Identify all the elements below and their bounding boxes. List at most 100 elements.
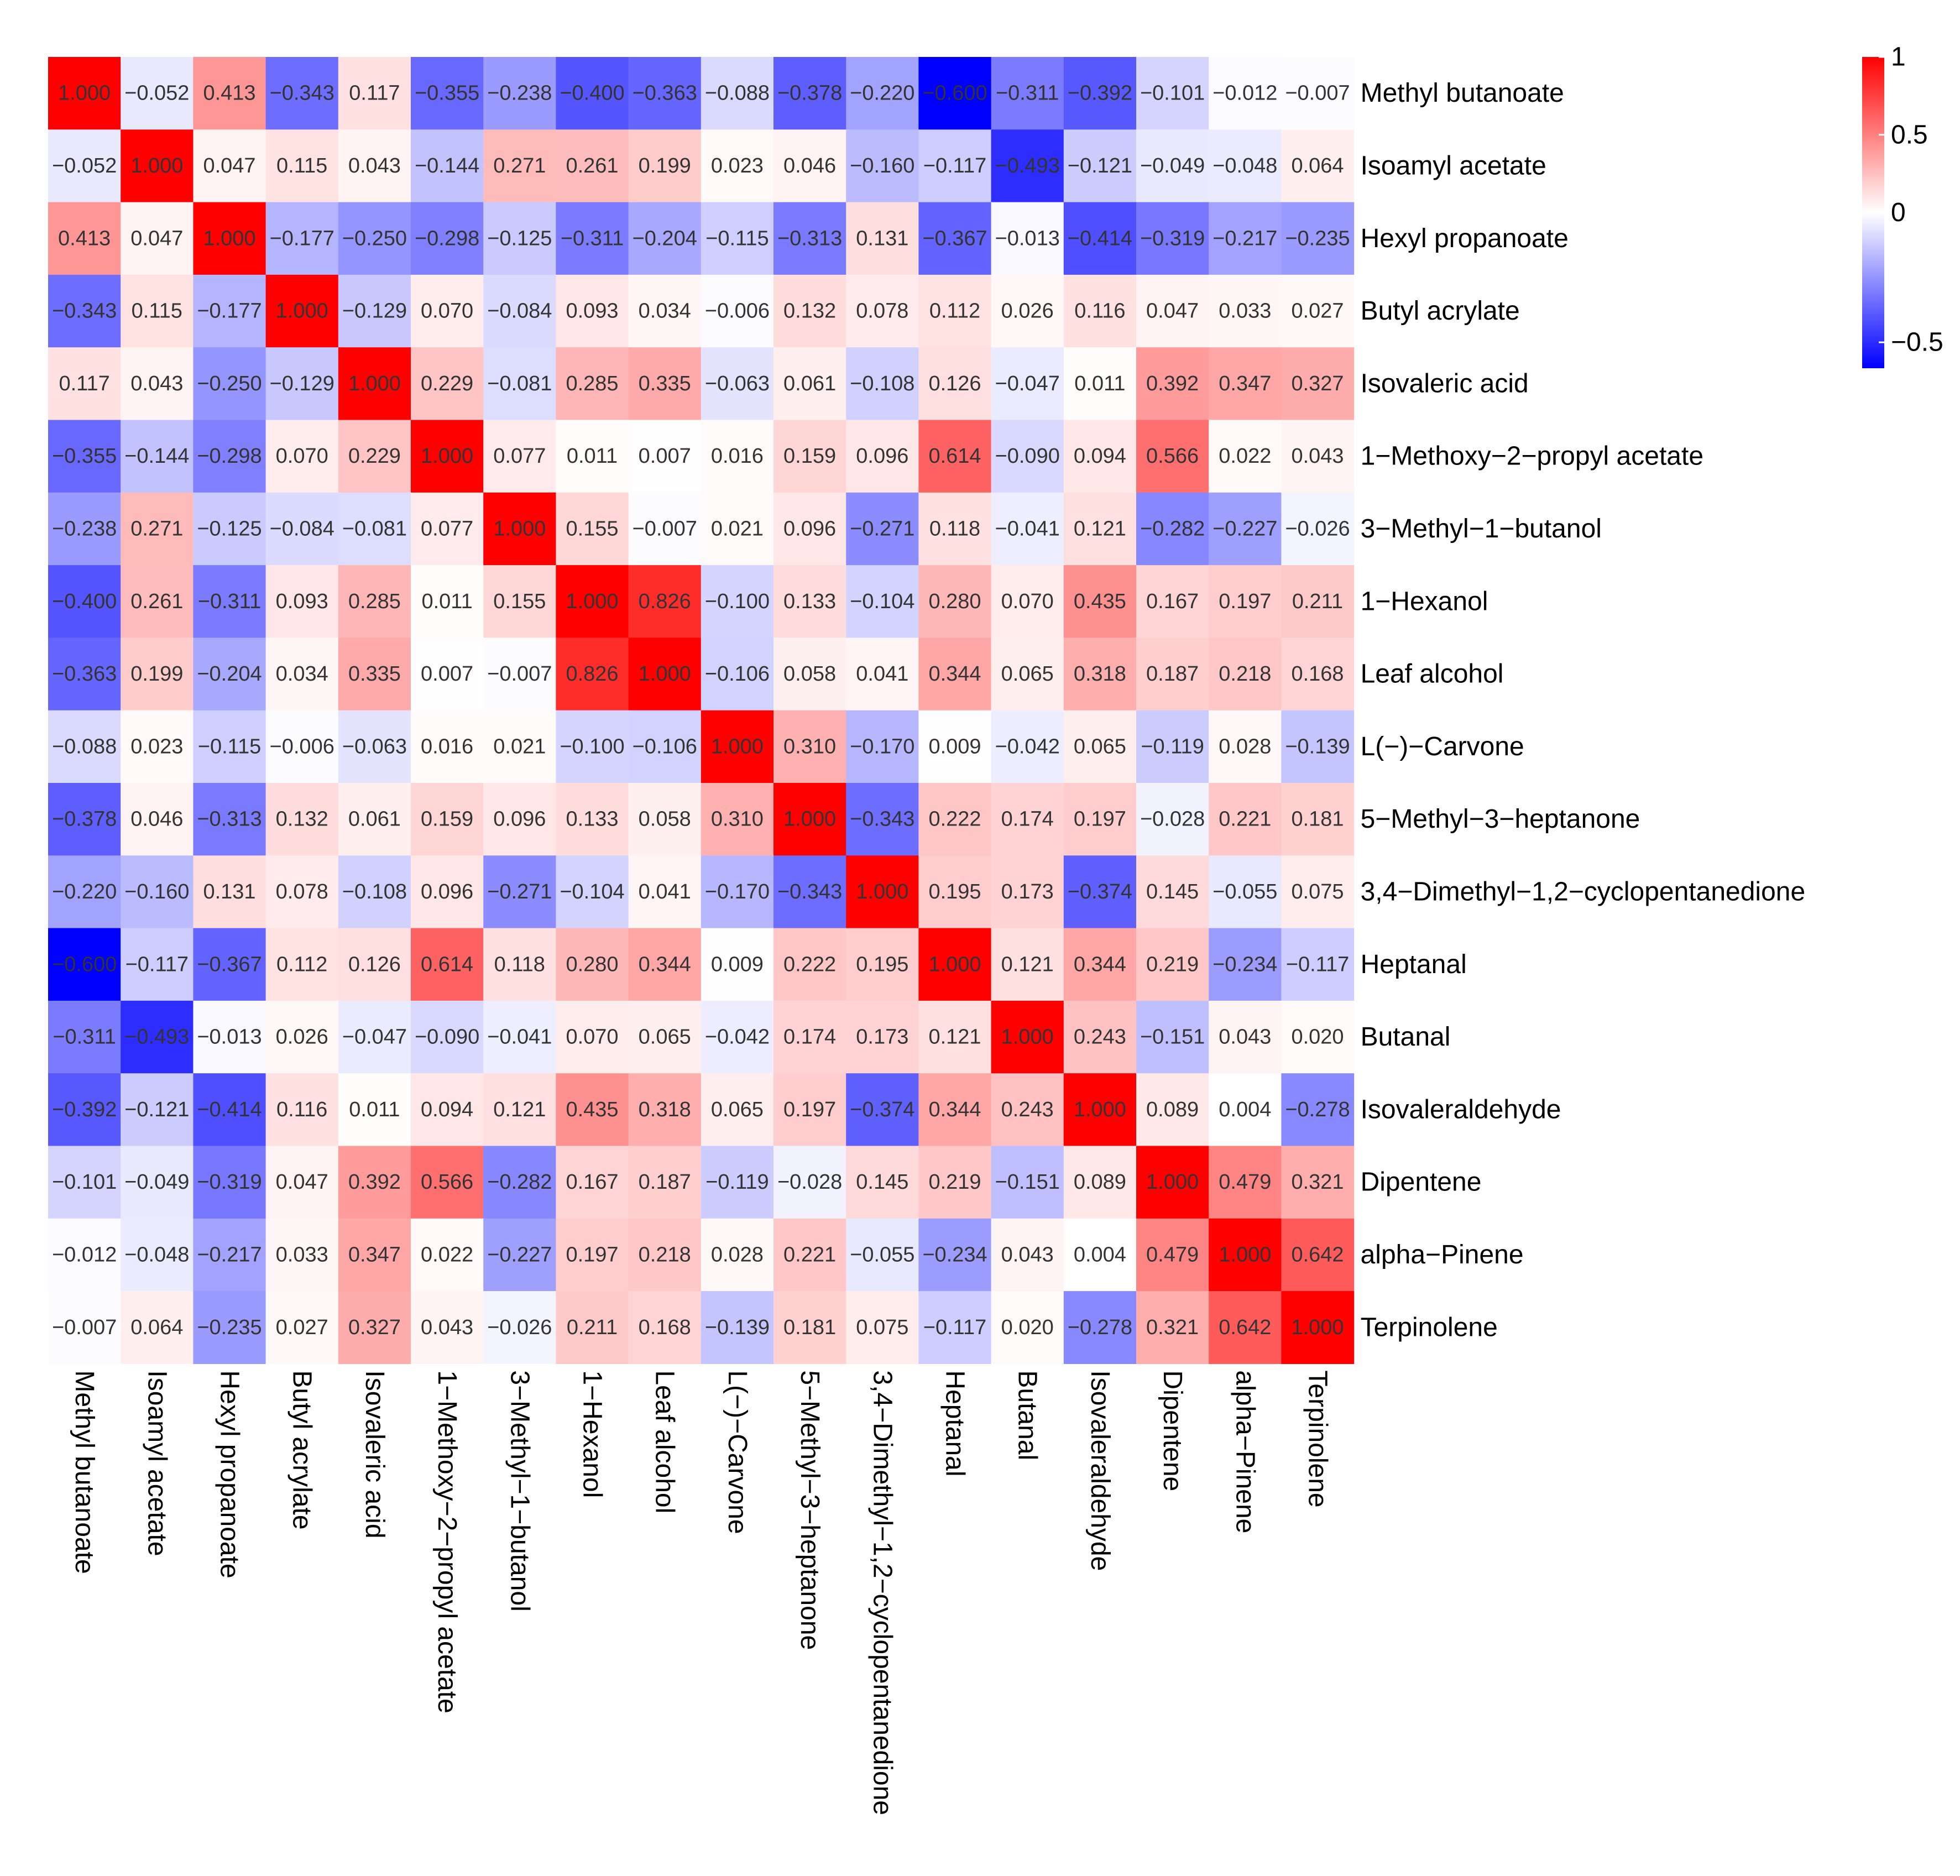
heatmap-cell (265, 1218, 339, 1292)
cell-value-label: 0.011 (1074, 372, 1125, 395)
cell-value-label: 0.011 (421, 590, 472, 613)
cell-value-label: 0.041 (639, 880, 691, 903)
cell-value-label: 0.126 (928, 372, 981, 395)
heatmap-cell (1209, 202, 1282, 275)
colorbar-tick-label: 1 (1891, 43, 1906, 72)
cell-value-label: −0.088 (705, 82, 770, 105)
heatmap-cell (991, 710, 1064, 783)
cell-value-label: 0.145 (1146, 880, 1199, 903)
cell-value-label: −0.234 (922, 1243, 987, 1266)
heatmap-cell (193, 637, 266, 711)
heatmap-cell (846, 1146, 919, 1219)
heatmap-cell (338, 637, 411, 711)
cell-value-label: 1.000 (130, 154, 183, 177)
heatmap-cell (1136, 347, 1209, 421)
heatmap-cell (991, 928, 1064, 1001)
heatmap-cell (483, 1146, 556, 1219)
cell-value-label: 1.000 (928, 953, 981, 976)
heatmap-cell (411, 855, 484, 929)
cell-value-label: 0.222 (928, 808, 981, 831)
heatmap-cell (1281, 202, 1355, 275)
cell-value-label: −0.220 (52, 880, 117, 903)
heatmap-cell (1209, 420, 1282, 493)
heatmap-cell (1063, 928, 1137, 1001)
cell-value-label: −0.367 (197, 953, 262, 976)
heatmap-cell (1136, 1073, 1209, 1147)
cell-value-label: 0.016 (421, 735, 473, 758)
heatmap-cell (338, 1073, 411, 1147)
cell-value-label: 0.116 (1074, 300, 1125, 323)
cell-value-label: −0.493 (124, 1026, 189, 1049)
cell-value-label: −0.400 (560, 82, 624, 105)
heatmap-cell (483, 57, 556, 130)
heatmap-cell (1063, 1218, 1137, 1292)
cell-value-label: 0.047 (203, 154, 255, 177)
heatmap-cell (265, 565, 339, 638)
heatmap-cell (338, 565, 411, 638)
cell-value-label: 0.020 (1291, 1026, 1344, 1049)
heatmap-cell (48, 1218, 121, 1292)
heatmap-cell (1136, 637, 1209, 711)
heatmap-cell (265, 855, 339, 929)
heatmap-cell (1063, 1291, 1137, 1364)
heatmap-cell (1281, 347, 1355, 421)
heatmap-cell (1281, 928, 1355, 1001)
heatmap-cell (411, 1146, 484, 1219)
heatmap-cell (701, 492, 774, 566)
heatmap-cell (265, 783, 339, 856)
cell-value-label: −0.378 (777, 82, 842, 105)
cell-value-label: 0.285 (348, 590, 401, 613)
cell-value-label: 0.077 (421, 517, 473, 540)
cell-value-label: −0.081 (487, 372, 552, 395)
heatmap-cell (1063, 274, 1137, 348)
heatmap-cell (1281, 1218, 1355, 1292)
column-label: Methyl butanoate (70, 1370, 99, 1574)
heatmap-cell (48, 129, 121, 203)
heatmap-cell (991, 129, 1064, 203)
cell-value-label: −0.088 (52, 735, 117, 758)
heatmap-cell (918, 492, 992, 566)
column-label: 1−Methoxy−2−propyl acetate (432, 1370, 462, 1713)
heatmap-cell (628, 1073, 702, 1147)
cell-value-label: 0.061 (783, 372, 836, 395)
cell-value-label: 0.826 (566, 662, 618, 686)
cell-value-label: 0.096 (856, 445, 908, 468)
heatmap-cell (918, 637, 992, 711)
row-label: 3,4−Dimethyl−1,2−cyclopentanedione (1361, 877, 1806, 906)
heatmap-cell (1136, 1000, 1209, 1074)
heatmap-cell (701, 855, 774, 929)
cell-value-label: 1.000 (711, 735, 764, 758)
heatmap-cell (556, 1146, 629, 1219)
heatmap-cell (411, 783, 484, 856)
cell-value-label: −0.108 (342, 880, 407, 903)
cell-value-label: −0.170 (705, 880, 770, 903)
cell-value-label: −0.151 (995, 1170, 1060, 1194)
heatmap-cell (628, 637, 702, 711)
heatmap-cell (338, 928, 411, 1001)
row-label: Isovaleric acid (1361, 369, 1529, 398)
cell-value-label: 0.344 (928, 662, 981, 686)
heatmap-cell (846, 1291, 919, 1364)
heatmap-cell (1281, 565, 1355, 638)
cell-value-label: 0.011 (349, 1098, 400, 1121)
heatmap-cell (48, 637, 121, 711)
heatmap-cell (121, 1291, 194, 1364)
cell-value-label: 0.187 (1146, 662, 1199, 686)
heatmap-cell (918, 1073, 992, 1147)
cell-value-label: 0.027 (276, 1316, 328, 1339)
cell-value-label: −0.055 (850, 1243, 914, 1266)
cell-value-label: 0.064 (130, 1316, 183, 1339)
heatmap-cell (701, 1291, 774, 1364)
heatmap-cell (1209, 129, 1282, 203)
heatmap-cell (121, 202, 194, 275)
cell-value-label: −0.343 (270, 82, 334, 105)
cell-value-label: −0.100 (705, 590, 770, 613)
cell-value-label: −0.238 (52, 517, 117, 540)
heatmap-cell (193, 565, 266, 638)
heatmap-cell (1063, 202, 1137, 275)
heatmap-cell (991, 565, 1064, 638)
cell-value-label: 0.131 (203, 880, 255, 903)
cell-value-label: −0.298 (197, 445, 262, 468)
heatmap-cell (918, 420, 992, 493)
cell-value-label: −0.374 (850, 1098, 914, 1121)
